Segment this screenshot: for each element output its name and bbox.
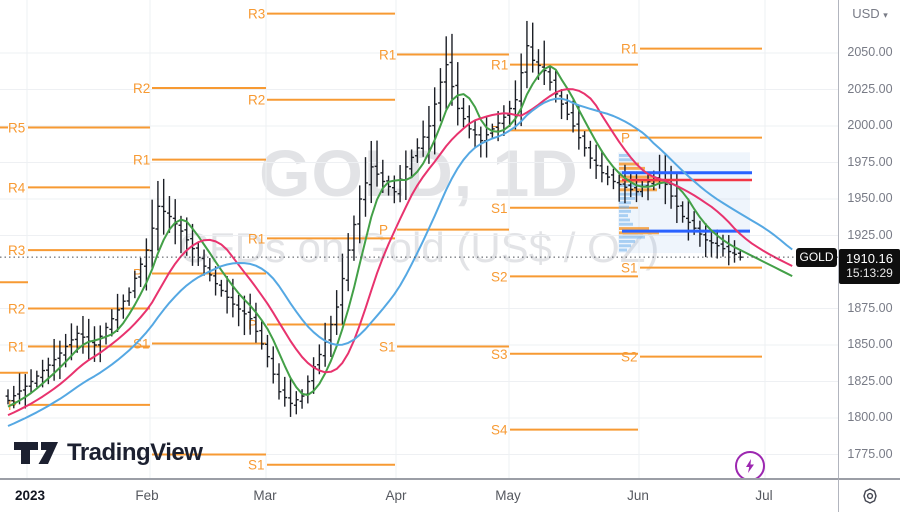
pivot-label: S1 (491, 201, 508, 216)
chevron-down-icon: ▾ (883, 10, 888, 20)
pivot-label: S2 (491, 269, 508, 284)
gear-icon[interactable] (861, 487, 879, 505)
time-axis-tick: Jun (627, 488, 649, 503)
price-axis-tick: 2025.00 (847, 81, 893, 96)
price-axis-tick: 1875.00 (847, 300, 893, 315)
pivot-label: R1 (248, 231, 265, 246)
volume-profile-row (619, 244, 631, 248)
volume-profile-row (619, 162, 639, 166)
volume-profile-row (619, 197, 635, 200)
price-axis-tick: 1825.00 (847, 373, 893, 388)
pivot-label: S1 (379, 339, 396, 354)
pivot-label: P (133, 266, 142, 281)
volume-profile-row (619, 240, 635, 243)
chart-pane[interactable]: GOLD, 1D CFDs on Gold (US$ / OZ) R5 R4 R3 R… (0, 0, 838, 478)
tradingview-logo[interactable]: TradingView (14, 438, 203, 468)
currency-label: USD (852, 6, 880, 21)
tradingview-logo-icon (14, 442, 58, 464)
volume-profile-row (619, 218, 630, 222)
volume-profile-row (619, 248, 627, 252)
price-axis-tick: 1850.00 (847, 337, 893, 351)
price-axis-tick: 1925.00 (847, 227, 893, 242)
price-axis-tick: 1975.00 (847, 154, 893, 169)
pivot-label: R1 (8, 339, 25, 354)
time-axis-tick: May (495, 488, 521, 503)
price-plot[interactable]: R5R4R3R2R1PR2R1PS1R3R2R1PS1R1PS1R1PS1S2S… (0, 0, 838, 478)
time-axis-tick: Feb (135, 488, 159, 503)
pivot-label: R1 (133, 153, 150, 168)
volume-profile-row (619, 235, 645, 239)
price-axis-tick: 1775.00 (847, 446, 893, 461)
pivot-label: R1 (491, 58, 508, 73)
currency-selector[interactable]: USD ▾ (839, 6, 900, 21)
pivot-label: P (379, 223, 388, 238)
time-axis-tick: 2023 (14, 488, 46, 503)
countdown-timer: 15:13:29 (846, 266, 893, 280)
pivot-label: R1 (621, 42, 638, 57)
volume-profile-row (619, 166, 645, 170)
price-axis-tick: 1950.00 (847, 191, 893, 205)
last-price-value: 1910.16 (846, 251, 893, 266)
ma-line-fast (7, 65, 793, 408)
pivot-label: R3 (248, 7, 265, 22)
time-axis-tick: Jul (755, 488, 773, 503)
volume-profile-row (619, 158, 633, 162)
pivot-label: R5 (8, 120, 25, 135)
last-price-label: 1910.16 15:13:29 (839, 249, 900, 284)
pivot-label: S1 (248, 458, 265, 473)
pivot-label: P (248, 318, 257, 333)
pivot-label: R2 (133, 81, 150, 96)
tradingview-logo-text: TradingView (67, 439, 203, 466)
pivot-label: R2 (248, 93, 265, 108)
pivot-label: R2 (8, 302, 25, 317)
pivot-label: S4 (491, 423, 508, 438)
time-axis[interactable]: 2023 Feb Mar Apr May Jun Jul (0, 478, 900, 512)
time-axis-tick: Apr (385, 488, 407, 503)
pivot-label: R3 (8, 243, 25, 258)
ma-line-mid (7, 88, 793, 417)
volume-profile-row (619, 214, 628, 218)
lightning-bolt-icon (746, 459, 754, 473)
volume-profile-row (619, 188, 657, 192)
pivot-label: S2 (621, 350, 638, 365)
price-axis-tick: 2000.00 (847, 118, 893, 132)
axis-settings-corner[interactable] (838, 478, 900, 512)
flash-idea-button[interactable] (735, 451, 765, 481)
volume-profile-row (619, 222, 633, 226)
pivot-label: S1 (133, 337, 150, 352)
price-axis[interactable]: USD ▾ 2050.00 2025.00 2000.00 1975.00 1950.0… (838, 0, 900, 478)
volume-profile-row (619, 209, 631, 213)
pivot-label: S3 (491, 347, 508, 362)
volume-profile-row (619, 184, 649, 187)
price-axis-tick: 1800.00 (847, 410, 893, 424)
ma-line-slow (7, 97, 793, 427)
volume-profile-row (619, 154, 629, 157)
price-axis-tick: 2050.00 (847, 45, 893, 59)
volume-profile-row (619, 227, 649, 230)
volume-profile-row (619, 231, 659, 235)
pivot-label: S1 (621, 261, 638, 276)
time-axis-tick: Mar (253, 488, 277, 503)
pivot-label: R4 (8, 180, 26, 195)
volume-profile-row (619, 205, 629, 209)
pivot-label: R1 (379, 47, 396, 62)
symbol-price-badge: GOLD (796, 248, 837, 267)
pivot-label: P (621, 131, 630, 146)
